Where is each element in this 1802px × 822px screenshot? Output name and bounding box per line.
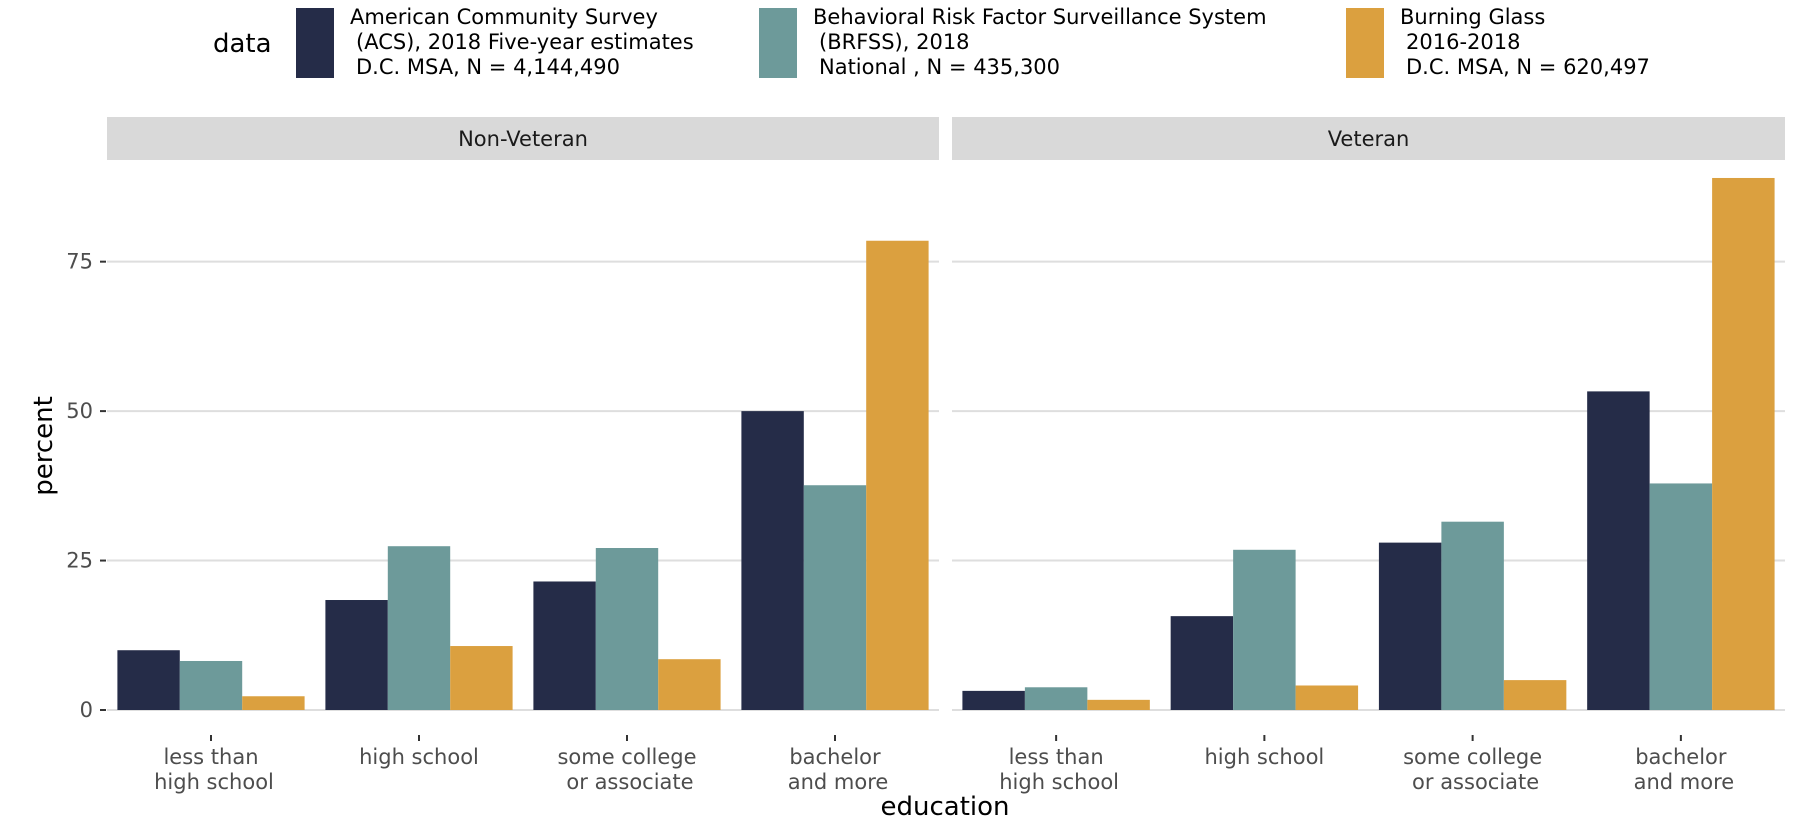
strip-label: Non-Veteran [458,127,588,151]
legend-key-3 [1346,8,1384,78]
legend-title: data [213,29,272,59]
strip-non-veteran [107,117,939,160]
x-tick-label: some college or associate [1403,745,1542,794]
legend-key-1 [296,8,334,78]
bar-non-veteran-some-college-or-associate-series-2 [595,548,659,710]
panel-non-veteran: Non-Veteran less than high school high scho… [107,117,939,794]
legend-key-2 [759,8,797,78]
x-tick-label: less than high school [154,745,274,794]
bar-veteran-less-than-high-school-series-1 [962,690,1025,710]
x-axis-title: education [880,792,1009,822]
bar-veteran-high-school-series-3 [1295,685,1359,710]
strip-veteran [952,117,1785,160]
facets: Non-Veteran less than high school high scho… [66,117,1785,794]
bar-veteran-bachelor-and-more-series-2 [1649,483,1713,710]
bar-non-veteran-bachelor-and-more-series-1 [741,411,804,710]
bar-non-veteran-less-than-high-school-series-3 [242,696,305,710]
y-tick-label: 25 [66,549,93,573]
bar-veteran-some-college-or-associate-series-1 [1378,542,1442,710]
panel-veteran: Veteran less than high school high school so… [952,117,1785,794]
legend: data American Community Survey (ACS), 2018… [213,5,1650,79]
bar-non-veteran-high-school-series-1 [325,600,388,710]
bar-veteran-less-than-high-school-series-2 [1024,687,1088,710]
bar-veteran-high-school-series-1 [1170,616,1234,710]
bar-veteran-some-college-or-associate-series-3 [1503,680,1567,710]
bar-veteran-some-college-or-associate-series-2 [1441,521,1504,710]
bar-non-veteran-high-school-series-2 [387,546,451,710]
y-axis: 0 25 50 75 [66,250,106,722]
bar-veteran-high-school-series-2 [1233,549,1296,710]
bar-veteran-bachelor-and-more-series-3 [1712,177,1775,710]
legend-label-3: Burning Glass 2016-2018 D.C. MSA, N = 620,… [1400,5,1650,79]
bar-veteran-less-than-high-school-series-3 [1087,699,1150,710]
bar-veteran-bachelor-and-more-series-1 [1587,391,1650,710]
bar-non-veteran-some-college-or-associate-series-1 [533,581,596,710]
bar-non-veteran-high-school-series-3 [450,646,513,710]
y-tick-label: 75 [66,250,93,274]
x-tick-label: high school [1204,745,1324,769]
bar-non-veteran-bachelor-and-more-series-3 [866,240,929,710]
y-axis-title: percent [29,396,59,496]
y-tick-label: 50 [66,399,93,423]
bar-non-veteran-bachelor-and-more-series-2 [803,485,867,710]
legend-label-2: Behavioral Risk Factor Surveillance Syst… [813,5,1267,79]
bar-non-veteran-less-than-high-school-series-1 [117,650,180,710]
x-tick-label: high school [359,745,479,769]
strip-label: Veteran [1328,127,1410,151]
legend-label-1: American Community Survey (ACS), 2018 Fiv… [350,5,694,79]
bar-non-veteran-less-than-high-school-series-2 [179,660,243,710]
bar-non-veteran-some-college-or-associate-series-3 [658,659,721,710]
y-tick-label: 0 [80,698,93,722]
x-tick-label: bachelor and more [788,745,889,794]
x-tick-label: some college or associate [557,745,696,794]
x-tick-label: less than high school [999,745,1119,794]
x-tick-label: bachelor and more [1634,745,1735,794]
